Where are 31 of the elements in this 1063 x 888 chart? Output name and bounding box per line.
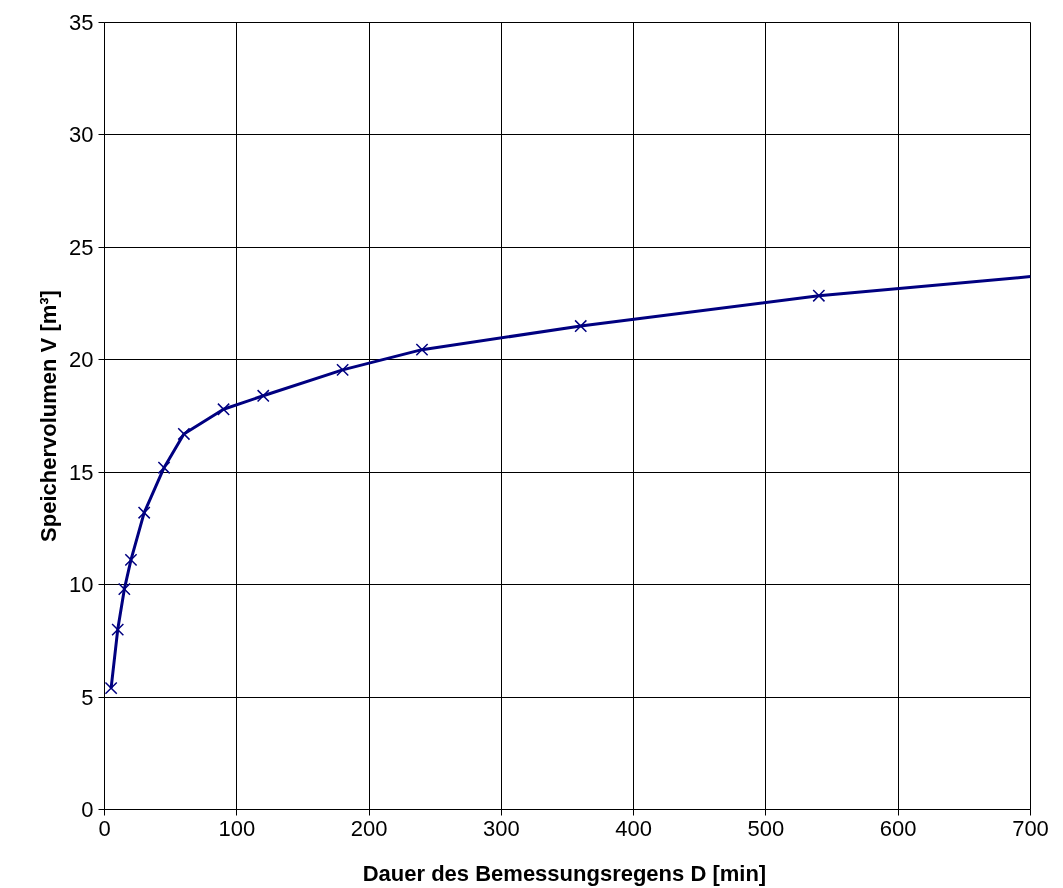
point [157, 461, 171, 475]
x-tick-label: 300 [483, 815, 520, 841]
y-tick-label: 5 [81, 684, 94, 710]
y-tick-label: 10 [69, 572, 94, 598]
point [217, 402, 230, 416]
y-tick-label: 25 [69, 234, 94, 260]
x-tick-label: 100 [218, 815, 256, 841]
y-axis-title: Speichervolumen V [m³] [36, 290, 62, 542]
point [177, 427, 191, 441]
y-tick-label: 20 [69, 347, 94, 373]
point [812, 289, 826, 303]
y-tick-label: 35 [69, 10, 94, 35]
point [111, 623, 125, 637]
point [415, 343, 429, 357]
x-tick-label: 500 [747, 815, 785, 841]
x-tick-label: 0 [98, 815, 111, 841]
x-tick-label: 700 [1012, 815, 1049, 841]
point [124, 553, 138, 567]
x-tick-label: 600 [879, 815, 917, 841]
point [336, 363, 350, 377]
point [137, 506, 151, 520]
y-tick-label: 15 [69, 459, 94, 485]
point [117, 582, 131, 596]
x-tick-label: 400 [615, 815, 653, 841]
x-tick-label: 200 [350, 815, 388, 841]
point [104, 681, 118, 695]
y-tick-label: 30 [69, 122, 94, 148]
x-axis-title: Dauer des Bemessungsregens D [min] [362, 860, 767, 886]
point [256, 389, 270, 403]
point [574, 319, 588, 333]
y-tick-label: 0 [81, 797, 94, 822]
